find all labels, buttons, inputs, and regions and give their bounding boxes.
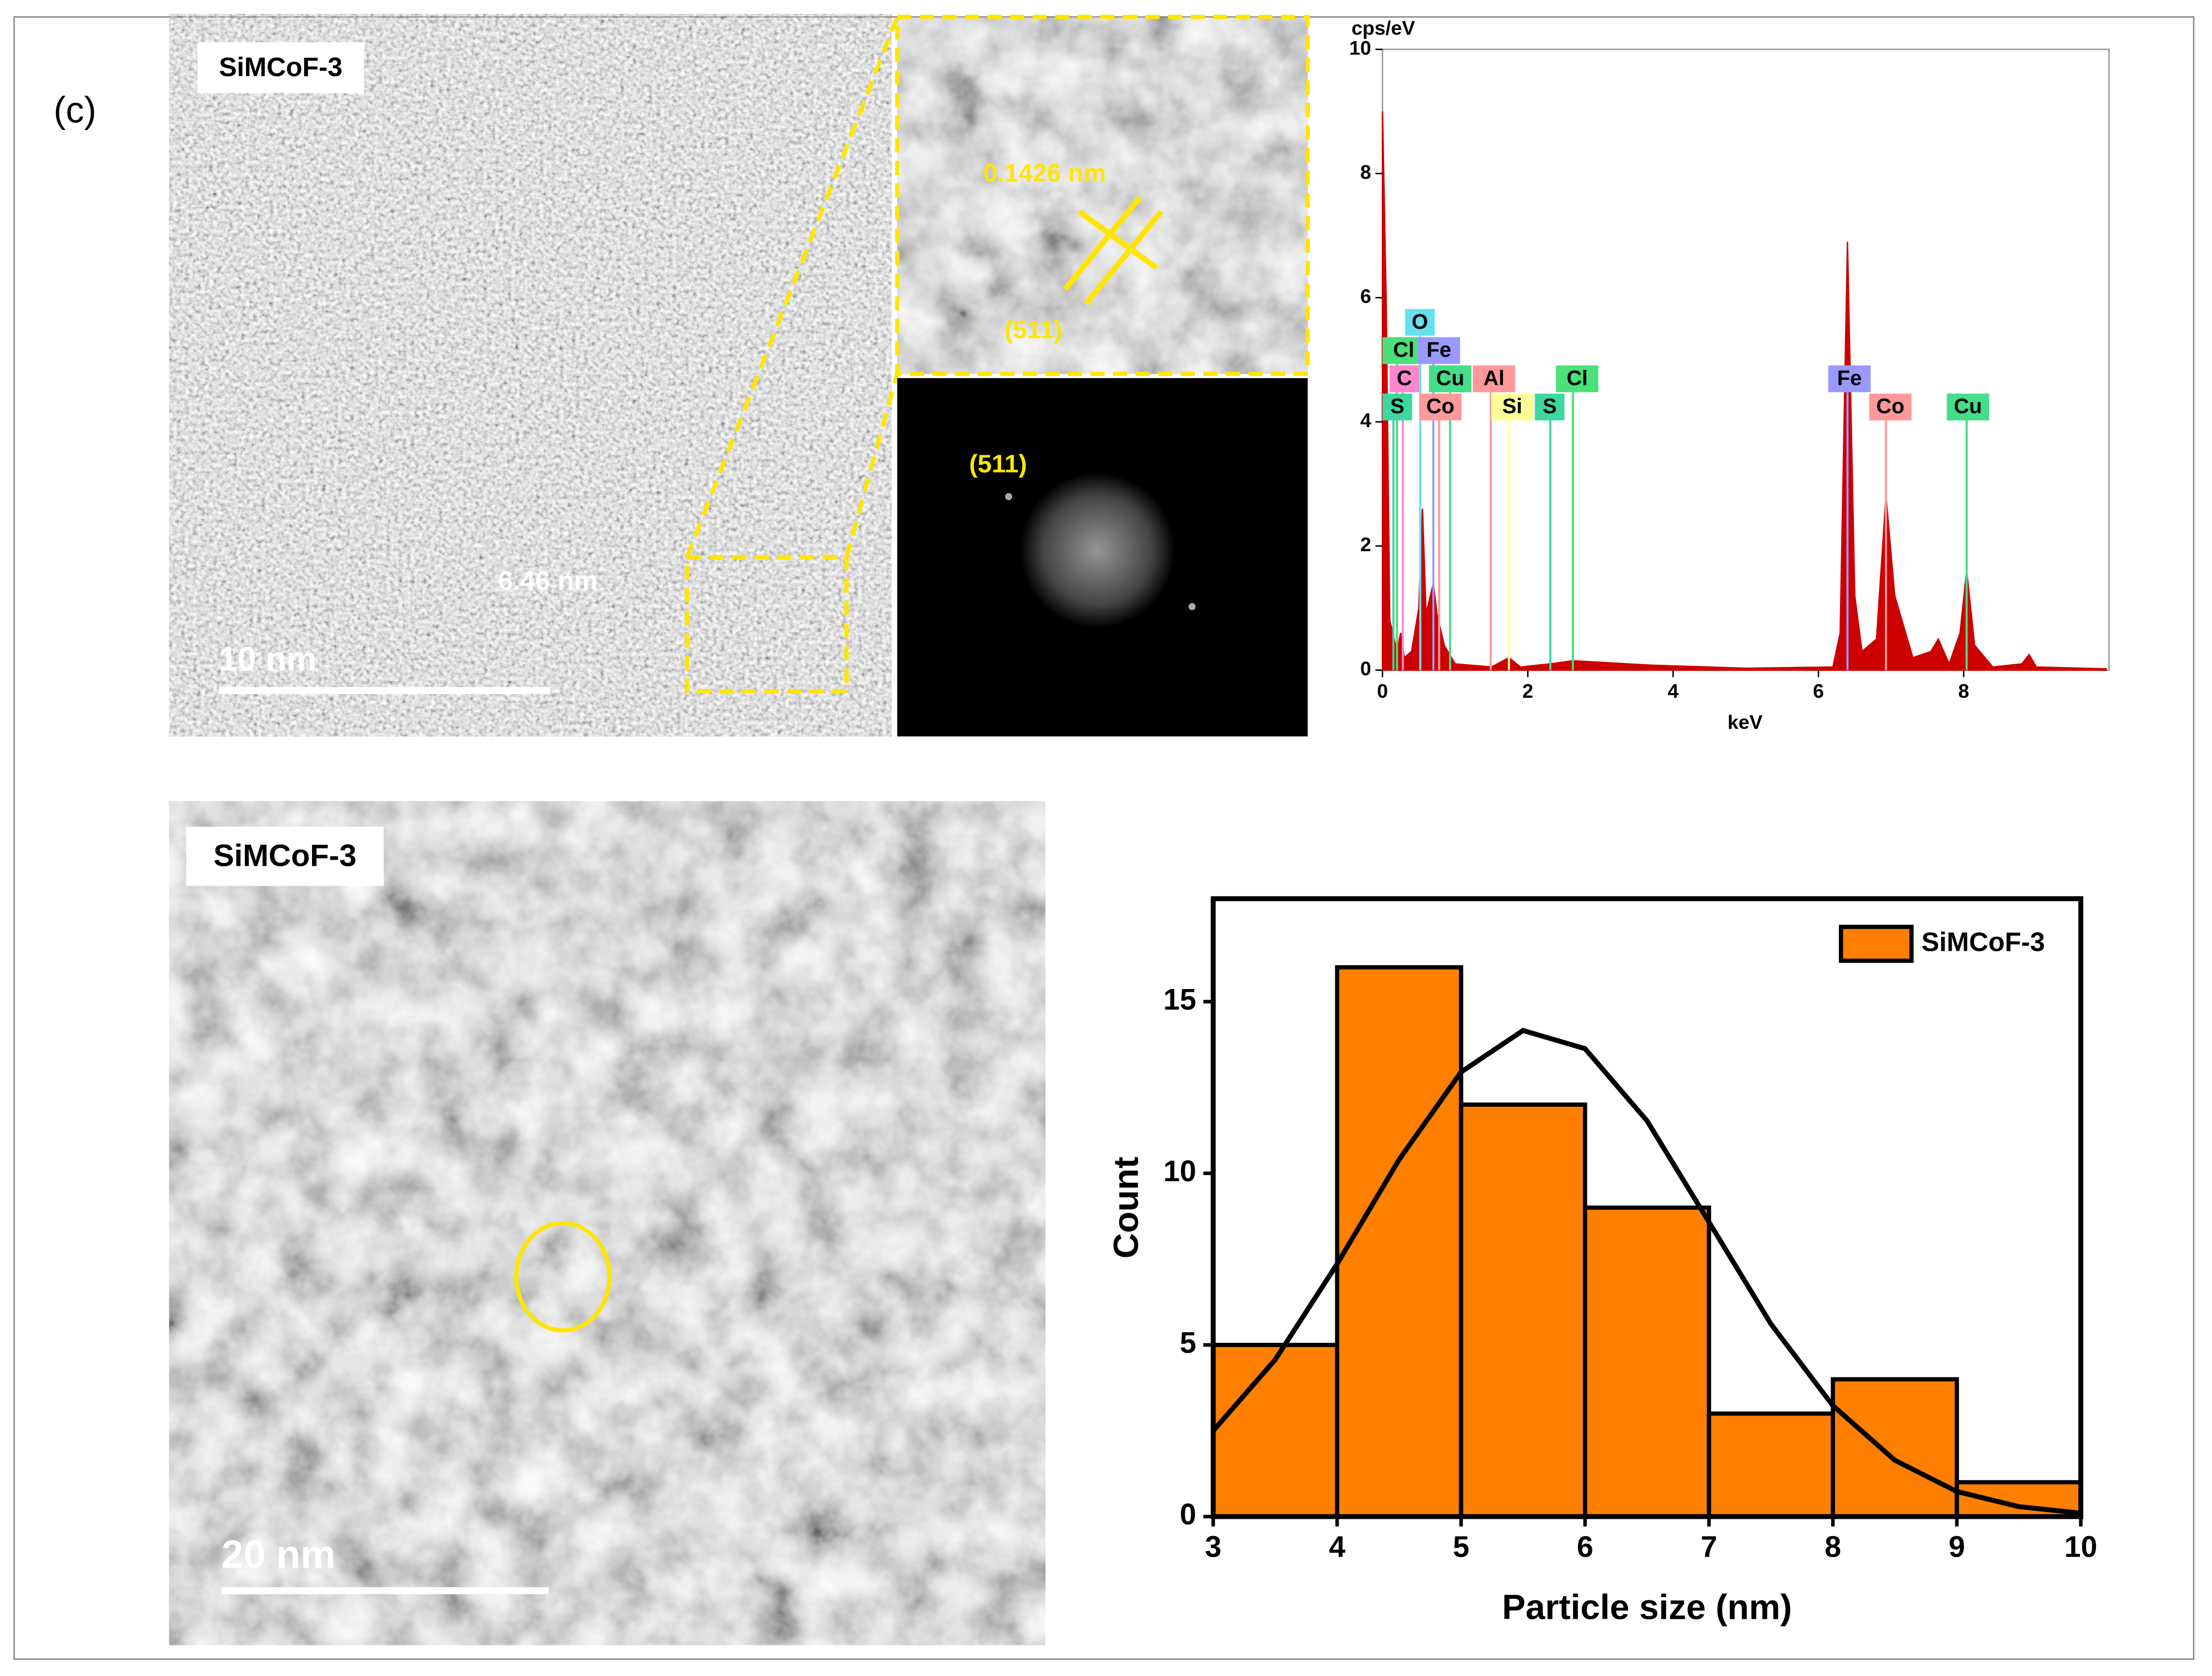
element-label: Si — [1502, 395, 1522, 418]
lattice-line — [1084, 209, 1164, 305]
x-tick-label: 9 — [1949, 1531, 1965, 1563]
scale-bar-label: 20 nm — [222, 1533, 336, 1577]
zoom-line — [685, 16, 899, 558]
image-label-box — [197, 42, 364, 93]
legend-label: SiMCoF-3 — [1922, 927, 2045, 957]
fft-plane-label: (511) — [969, 449, 1027, 478]
y-tick-label: 15 — [1163, 983, 1196, 1016]
x-tick-label: 6 — [1813, 680, 1824, 702]
scale-bar-label: 10 nm — [219, 640, 316, 678]
y-tick-label: 10 — [1349, 37, 1371, 59]
element-label: Cl — [1567, 367, 1588, 390]
tem-image — [169, 14, 892, 737]
y-tick-label: 8 — [1360, 161, 1371, 183]
image-label-box — [186, 826, 384, 886]
bar — [1211, 1343, 1340, 1519]
element-box — [1417, 337, 1460, 364]
element-label: Co — [1876, 395, 1904, 418]
x-tick-label: 2 — [1522, 680, 1534, 702]
bar — [1459, 1102, 1587, 1519]
lattice-line — [1077, 209, 1159, 270]
element-box — [1419, 393, 1462, 421]
x-axis-label: Particle size (nm) — [1502, 1588, 1792, 1627]
element-box — [1869, 393, 1912, 421]
fft-spot — [1188, 603, 1196, 610]
element-label: Cl — [1393, 339, 1414, 362]
x-tick-label: 0 — [1377, 680, 1388, 702]
highlight-ellipse — [514, 1221, 612, 1333]
y-tick-label: 0 — [1180, 1498, 1197, 1531]
image-label: SiMCoF-3 — [219, 52, 343, 82]
legend-swatch — [1838, 925, 1914, 963]
y-tick-label: 5 — [1180, 1327, 1197, 1359]
inset-border — [895, 14, 1310, 377]
element-box — [1828, 365, 1871, 393]
element-box — [1472, 365, 1515, 393]
x-tick-label: 6 — [1577, 1531, 1593, 1563]
element-box — [1405, 309, 1435, 336]
fft-pattern — [1020, 473, 1175, 628]
element-box — [1382, 393, 1412, 421]
element-label: S — [1542, 395, 1556, 418]
x-tick-label: 5 — [1453, 1531, 1470, 1563]
element-label: Cu — [1436, 367, 1465, 390]
element-box — [1491, 393, 1534, 421]
element-box — [1556, 365, 1598, 393]
x-tick-label: 7 — [1701, 1531, 1717, 1563]
hrtem-inset — [897, 17, 1308, 374]
plot-frame — [1210, 896, 2084, 1519]
element-box — [1389, 365, 1420, 393]
y-tick-label: 10 — [1163, 1155, 1196, 1188]
element-label: S — [1390, 395, 1404, 418]
zoom-line — [844, 373, 899, 558]
image-label: SiMCoF-3 — [213, 837, 356, 872]
y-tick-label: 6 — [1360, 285, 1371, 307]
element-box — [1535, 393, 1565, 421]
plane-label: (511) — [1004, 315, 1062, 344]
y-axis-label: cps/eV — [1351, 17, 1415, 39]
x-tick-label: 8 — [1958, 680, 1969, 702]
scale-bar — [221, 1587, 549, 1594]
element-box — [1947, 393, 1989, 421]
element-label: O — [1412, 310, 1429, 334]
scale-bar — [218, 687, 550, 694]
panel-label: (c) — [54, 89, 97, 131]
y-tick-label: 4 — [1360, 409, 1371, 431]
fft-spot — [1005, 493, 1013, 500]
lattice-line — [1063, 195, 1142, 291]
x-tick-label: 8 — [1824, 1531, 1841, 1563]
y-tick-label: 0 — [1360, 658, 1371, 680]
element-label: Co — [1426, 395, 1455, 418]
element-label: Fe — [1426, 339, 1451, 362]
x-tick-label: 10 — [2064, 1531, 2097, 1563]
bar — [1335, 965, 1464, 1519]
lattice-spacing: 0.1426 nm — [983, 159, 1106, 187]
zoom-box — [685, 555, 849, 694]
y-axis-label: Count — [1107, 1157, 1145, 1258]
element-label: C — [1397, 367, 1412, 390]
bar — [1582, 1205, 1711, 1519]
element-box — [1429, 365, 1472, 393]
bar — [1707, 1411, 1836, 1519]
annotation: 6.46 nm — [498, 566, 598, 596]
element-label: Cu — [1954, 395, 1982, 418]
fit-curve — [1211, 1027, 2082, 1516]
plot-frame — [1381, 48, 2110, 671]
y-tick-label: 2 — [1360, 534, 1371, 556]
x-axis-label: keV — [1727, 711, 1763, 734]
x-tick-label: 4 — [1329, 1531, 1345, 1563]
x-tick-label: 3 — [1205, 1531, 1221, 1563]
tem-image — [169, 801, 1045, 1645]
element-label: Al — [1484, 367, 1505, 390]
bar — [1831, 1377, 1959, 1519]
element-label: Fe — [1837, 367, 1862, 390]
x-tick-label: 4 — [1668, 680, 1679, 702]
